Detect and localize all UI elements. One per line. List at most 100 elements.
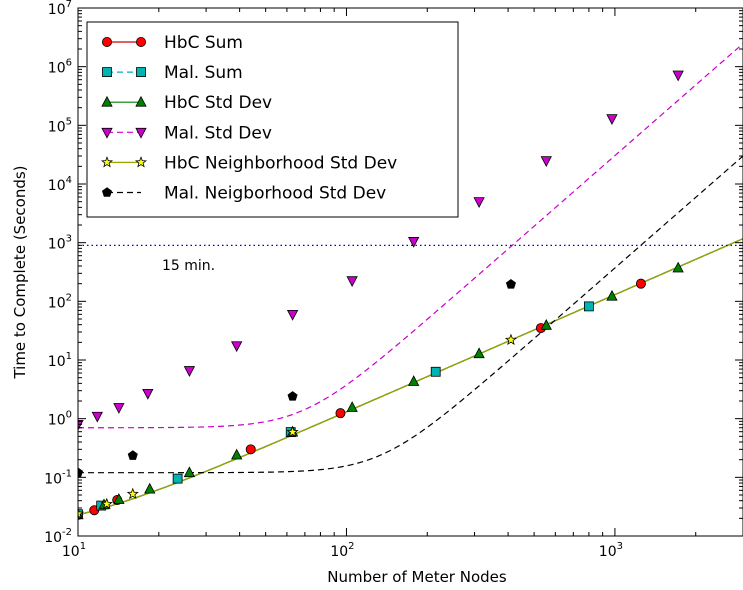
- legend-marker-hbc-neighborhood-std-dev: [100, 156, 114, 168]
- x-tick-label-exp: 2: [348, 541, 354, 552]
- y-tick-label-exp: -2: [62, 527, 72, 538]
- y-tick-label-base: 10: [48, 295, 66, 311]
- data-point-mal-std-dev: [408, 237, 420, 248]
- legend-label-mal-neigborhood-std-dev: Mal. Neigborhood Std Dev: [164, 184, 386, 204]
- y-tick-label-base: 10: [48, 119, 66, 135]
- data-point-mal-neigborhood-std-dev: [78, 467, 84, 477]
- y-tick-label-base: 10: [44, 530, 62, 546]
- y-tick-label-exp: 3: [66, 234, 72, 245]
- y-tick-label-base: 10: [48, 178, 66, 194]
- data-point-hbc-std-dev: [473, 347, 485, 359]
- data-point-mal-std-dev: [113, 403, 125, 414]
- legend-label-hbc-neighborhood-std-dev: HbC Neighborhood Std Dev: [164, 153, 397, 173]
- data-point-mal-sum: [583, 301, 594, 312]
- x-tick-label-base: 10: [599, 544, 617, 560]
- y-tick-label-exp: -1: [62, 468, 72, 479]
- x-tick-label-base: 10: [330, 544, 348, 560]
- plot-frame: [77, 7, 743, 537]
- data-point-hbc-std-dev: [144, 482, 156, 494]
- legend-marker-hbc-std-dev: [135, 95, 147, 107]
- y-tick-label-exp: 1: [66, 351, 72, 362]
- data-point-mal-neigborhood-std-dev: [505, 279, 517, 289]
- x-tick-label-exp: 3: [617, 541, 623, 552]
- data-point-mal-std-dev: [183, 366, 196, 377]
- data-point-hbc-sum: [635, 278, 646, 289]
- data-point-hbc-sum: [245, 444, 256, 455]
- data-point-mal-std-dev: [142, 388, 154, 400]
- data-point-mal-sum: [430, 366, 441, 377]
- y-tick-label-exp: 6: [66, 58, 72, 69]
- y-tick-label: 102: [48, 292, 72, 311]
- y-tick-label: 101: [48, 351, 72, 370]
- data-point-mal-std-dev: [231, 341, 243, 353]
- y-tick-label-exp: 7: [66, 0, 72, 10]
- data-point-hbc-neighborhood-std-dev: [126, 487, 139, 500]
- y-tick-label: 106: [48, 58, 72, 77]
- y-tick-label-exp: 2: [66, 292, 72, 303]
- y-tick-label: 107: [48, 0, 72, 18]
- y-tick-label-exp: 5: [66, 116, 72, 127]
- reference-line-label: 15 min.: [162, 258, 215, 274]
- data-point-mal-neigborhood-std-dev: [287, 391, 298, 401]
- data-point-hbc-std-dev: [408, 375, 420, 386]
- legend-label-hbc-std-dev: HbC Std Dev: [164, 93, 272, 113]
- y-tick-label-base: 10: [48, 413, 66, 429]
- data-point-mal-std-dev: [91, 411, 103, 423]
- data-point-hbc-std-dev: [113, 493, 125, 504]
- data-point-mal-std-dev: [672, 70, 684, 82]
- data-point-mal-std-dev: [346, 276, 358, 288]
- data-point-hbc-neighborhood-std-dev: [78, 507, 85, 519]
- y-tick-label-base: 10: [48, 237, 66, 253]
- y-tick-label: 10-1: [44, 468, 72, 487]
- legend-marker-hbc-std-dev: [101, 95, 113, 107]
- legend-label-hbc-sum: HbC Sum: [164, 33, 243, 53]
- legend-box: [86, 21, 459, 218]
- y-tick-label-exp: 0: [66, 410, 72, 421]
- y-tick-label-base: 10: [48, 61, 66, 77]
- data-point-mal-std-dev: [606, 114, 618, 126]
- x-tick-label-base: 10: [62, 544, 80, 560]
- legend-label-mal-std-dev: Mal. Std Dev: [164, 123, 272, 143]
- x-tick-label: 102: [330, 541, 354, 560]
- y-tick-label-base: 10: [48, 354, 66, 370]
- data-point-hbc-std-dev: [672, 261, 684, 273]
- legend-marker-mal-std-dev: [101, 127, 113, 139]
- y-tick-label-base: 10: [44, 471, 62, 487]
- legend-marker-mal-std-dev: [135, 127, 147, 139]
- data-point-hbc-neighborhood-std-dev: [504, 333, 517, 346]
- data-point-mal-sum: [172, 473, 183, 484]
- legend-marker-mal-sum: [136, 67, 146, 77]
- y-tick-label: 100: [48, 410, 72, 429]
- data-point-hbc-std-dev: [346, 401, 358, 412]
- x-tick-label: 103: [599, 541, 623, 560]
- y-tick-label-exp: 4: [66, 175, 72, 186]
- series-line-mal-std-dev: [78, 43, 743, 429]
- data-point-mal-neigborhood-std-dev: [127, 450, 138, 460]
- x-tick-label-exp: 1: [80, 541, 86, 552]
- legend-marker-mal-neigborhood-std-dev: [101, 187, 113, 197]
- x-axis-label: Number of Meter Nodes: [327, 568, 507, 586]
- data-point-hbc-std-dev: [231, 448, 243, 460]
- y-axis-label: Time to Complete (Seconds): [11, 165, 29, 379]
- y-tick-label: 103: [48, 234, 72, 253]
- data-point-hbc-std-dev: [606, 289, 618, 301]
- y-tick-label: 104: [48, 175, 72, 194]
- data-point-mal-std-dev: [473, 197, 485, 209]
- data-point-hbc-neighborhood-std-dev: [100, 497, 113, 510]
- legend-label-mal-sum: Mal. Sum: [164, 63, 243, 83]
- x-tick-label: 101: [62, 541, 86, 560]
- data-point-mal-std-dev: [286, 309, 299, 321]
- legend-marker-hbc-sum: [102, 37, 113, 48]
- data-point-hbc-std-dev: [540, 318, 552, 330]
- legend-marker-hbc-neighborhood-std-dev: [134, 156, 148, 168]
- y-tick-label-base: 10: [48, 2, 66, 18]
- legend-marker-mal-sum: [102, 67, 112, 77]
- data-point-hbc-neighborhood-std-dev: [286, 425, 299, 438]
- y-tick-label: 10-2: [44, 527, 72, 546]
- data-point-mal-std-dev: [540, 156, 552, 168]
- legend-marker-hbc-sum: [135, 37, 146, 48]
- data-point-hbc-std-dev: [183, 466, 196, 478]
- data-point-hbc-sum: [335, 408, 346, 419]
- y-tick-label: 105: [48, 116, 72, 135]
